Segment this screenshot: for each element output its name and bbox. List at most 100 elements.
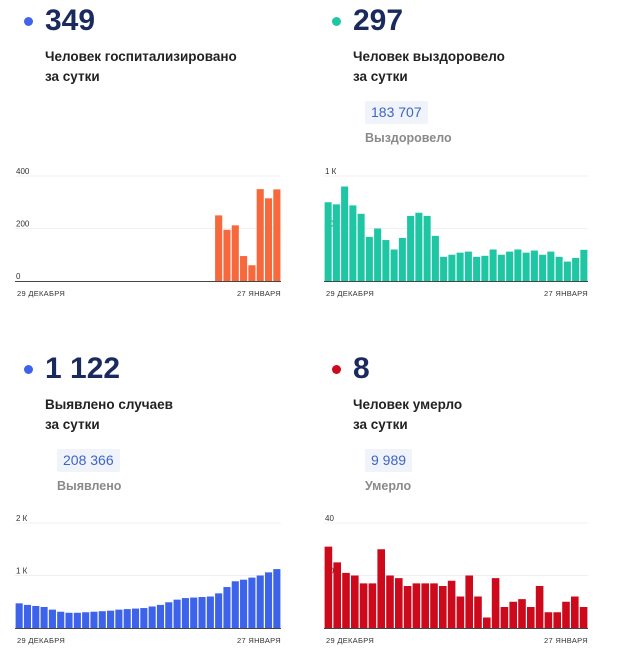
cases-total: 208 366 [57,449,120,472]
bar [107,610,115,628]
bar [264,198,273,281]
bar [324,546,333,629]
hospitalized-caption: Человек госпитализировано за сутки [45,47,237,87]
y-tick-label: 40 [325,514,334,523]
bar [473,256,481,281]
bar [555,256,563,281]
bar [506,251,514,281]
bar [32,605,40,628]
bar [489,249,497,281]
bar [181,598,189,628]
bar [382,240,390,281]
bar [65,612,73,628]
bar [562,601,570,628]
caption-line: Человек выздоровело [353,49,505,64]
bar [240,256,248,281]
deaths-panel: 8 Человек умерло за сутки 9 989 Умерло [332,348,632,668]
deaths-value: 8 [353,352,370,385]
cases-value: 1 122 [45,352,121,385]
bar [165,602,173,628]
bar [332,204,340,281]
bar [198,597,206,628]
bar [398,237,406,281]
caption-line: за сутки [45,69,100,84]
bar [431,235,439,281]
bar [156,604,165,628]
bar [447,580,456,628]
bar [579,607,588,628]
bar [57,611,65,628]
bar [374,228,382,281]
x-start-label: 29 ДЕКАБРЯ [326,636,374,645]
caption-line: за сутки [45,417,100,432]
y-tick-label: 0 [16,272,21,281]
bar [256,575,264,628]
bar [474,596,482,628]
recovered-total: 183 707 [365,101,428,124]
x-start-label: 29 ДЕКАБРЯ [326,289,374,298]
bar [231,581,239,628]
deaths-total-label: Умерло [365,479,412,493]
bar [256,189,264,282]
bar [368,583,377,629]
bar [439,586,447,628]
bar [351,575,359,628]
bar [148,606,156,628]
bar [240,579,248,628]
bar [359,583,368,629]
bar [412,583,421,629]
bar [82,612,90,628]
bar [514,249,522,281]
bar [421,583,429,629]
bar [377,549,385,628]
bar [140,608,148,628]
y-tick-label: 2 К [16,514,28,523]
bar [365,236,373,281]
bar [500,607,509,628]
bar [527,607,535,628]
bar [571,596,579,628]
bar [248,265,256,281]
bar [273,569,281,629]
caption-line: Человек умерло [353,397,463,412]
bar [518,599,526,629]
bar [48,609,56,629]
x-end-label: 27 ЯНВАРЯ [544,289,588,298]
bullet-dot [24,17,33,26]
bar [173,599,181,628]
bar [403,586,412,628]
caption-line: за сутки [353,69,408,84]
bar [223,229,231,281]
bar [465,575,473,628]
y-tick-label: 1 К [325,167,337,176]
bar [390,249,398,281]
bar [464,251,472,281]
bar [23,604,32,628]
bar [481,255,489,281]
bar [539,254,547,281]
bar [407,215,415,281]
bar [190,597,198,628]
bullet-dot [24,365,33,374]
bar [357,213,365,281]
bar [448,254,456,281]
bar [497,254,505,281]
bar [580,249,588,281]
bar [115,609,123,629]
x-start-label: 29 ДЕКАБРЯ [17,289,65,298]
bar [509,601,517,628]
bar [522,252,530,281]
bar [231,225,239,281]
bar [491,578,500,629]
bar [40,607,48,628]
bar [440,256,448,281]
bar [553,612,561,628]
bar [544,612,553,628]
bar [342,572,350,629]
bar [206,596,214,628]
recovered-panel: 297 Человек выздоровело за сутки 183 707… [332,0,632,320]
bar [248,577,256,628]
bar [223,587,231,628]
